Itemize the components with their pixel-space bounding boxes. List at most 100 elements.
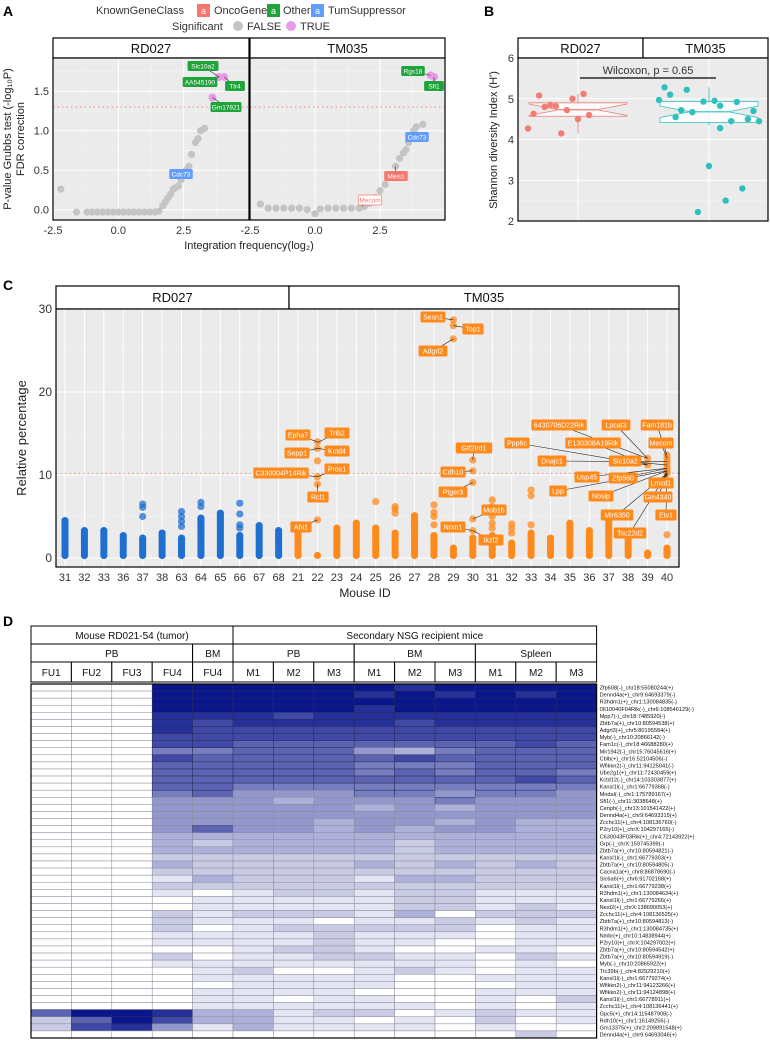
data-point [372,524,380,532]
heatmap-cell [151,825,193,833]
heatmap-cell [111,917,153,925]
heatmap-cell [192,1030,234,1039]
heatmap-cell [515,938,557,947]
heatmap-cell [434,740,476,748]
heatmap-cell [192,761,234,770]
heatmap-cell [434,981,476,989]
heatmap-cell [475,1030,517,1039]
heatmap-cell [111,966,153,975]
heatmap-cell [394,804,436,812]
data-point [125,208,133,216]
data-point [563,106,571,114]
heatmap-cell [475,1016,517,1025]
data-point [728,117,735,125]
heatmap-cell [232,1030,274,1039]
heatmap-cell [30,761,72,770]
heatmap-cell [71,782,113,791]
gene-label: 6430706D22Rik [534,423,585,430]
data-point [80,527,89,535]
gene-label-box [574,471,600,483]
legend-key-glyph: a [315,6,320,16]
heatmap-cell [232,740,274,748]
heatmap-cell [192,782,234,791]
heatmap-cell [434,839,476,848]
mouse-34-points [546,534,555,560]
heatmap-cell [353,825,395,833]
heatmap-cell [313,853,355,862]
heatmap-cell [313,832,355,841]
heatmap-cell [515,768,557,777]
heatmap-cell [111,952,153,961]
y-tick-label: 30 [39,302,53,316]
header-group-label: Mouse RD021-54 (tumor) [75,631,188,642]
heatmap-cell [515,789,557,798]
heatmap-cell [151,797,193,805]
legend-label: TRUE [300,21,330,33]
heatmap-cell [353,974,395,982]
gene-label: Slc10a2 [612,459,637,466]
heatmap-cell [475,747,517,756]
heatmap-cell [111,797,153,805]
heatmap-cell [313,952,355,961]
gene-label-box [307,491,329,503]
heatmap-cell [475,789,517,798]
heatmap-cell [353,896,395,904]
data-point [663,531,671,539]
gene-label: Cdc73 [172,171,191,178]
heatmap-cell [555,903,597,911]
legend-label: Other [283,5,311,17]
heatmap-cell [353,775,395,784]
heatmap-cell [30,832,72,841]
heatmap-cell [394,768,436,777]
x-tick-label: 35 [564,572,576,584]
heatmap-cell [515,1002,557,1010]
heatmap-cell [394,697,436,706]
mouse-63-points [177,507,186,560]
heatmap-cell [555,775,597,784]
heatmap-cell [30,974,72,982]
heatmap-cell [151,832,193,841]
gene-label: Sfi1 [428,83,440,90]
heatmap-cell [434,959,476,968]
heatmap-cell [192,775,234,784]
heatmap-cell [515,853,557,862]
row-label: Cenph(-)_chr13:101541422(+) [600,806,676,812]
data-point [177,507,186,516]
heatmap-cell [71,881,113,890]
heatmap-cell [475,811,517,819]
mouse-21-points [294,529,302,560]
heatmap-cell [111,804,153,812]
data-point [716,102,724,109]
heatmap-cell [111,740,153,748]
heatmap-cell [353,1023,395,1032]
gene-label: Cdh10 [443,470,464,477]
heatmap-cell [434,846,476,855]
data-point [449,544,457,552]
heatmap-cell [313,1030,355,1039]
column-label: FU3 [123,668,142,679]
heatmap-cell [30,917,72,925]
heatmap-cell [394,988,436,996]
heatmap-cell [192,804,234,812]
heatmap-cell [151,931,193,940]
data-point [689,108,696,116]
heatmap-cell [273,952,315,961]
header-group-label: Secondary NSG recipient mice [346,631,483,642]
heatmap-cell [555,1023,597,1032]
row-label: Kansl1l(-)_chr1:66779274(+) [600,976,671,982]
x-tick-label: 27 [408,572,420,584]
gene-label-box [420,311,446,323]
y-axis-title: FDR correction [15,102,27,176]
heatmap-cell [555,896,597,904]
mouse-32-points [508,520,516,560]
data-point [352,519,360,527]
data-point [88,208,96,216]
heatmap-cell [313,690,355,699]
heatmap-cell [475,740,517,748]
heatmap-cell [394,782,436,791]
x-tick-label: -2.5 [241,225,260,237]
data-point [236,521,244,529]
heatmap-cell [71,966,113,975]
x-tick-label: 37 [603,572,615,584]
data-point [57,185,65,193]
